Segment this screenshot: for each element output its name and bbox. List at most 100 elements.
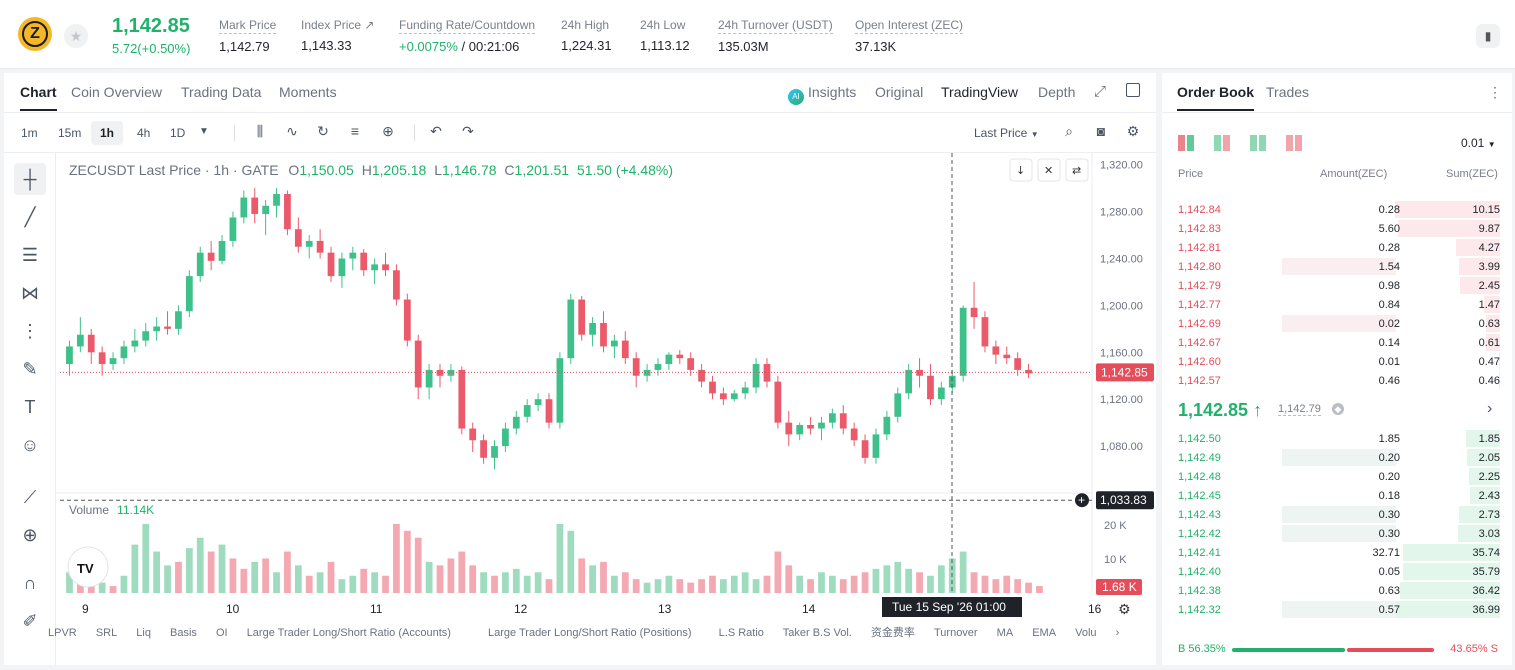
window-icon[interactable] bbox=[1126, 83, 1140, 97]
tab-trades[interactable]: Trades bbox=[1266, 84, 1310, 100]
ask-row[interactable]: 1,142.84 0.28 10.15 bbox=[1162, 200, 1512, 219]
ask-row[interactable]: 1,142.60 0.01 0.47 bbox=[1162, 352, 1512, 371]
candle-body bbox=[545, 399, 553, 423]
indicator-ma[interactable]: MA bbox=[996, 627, 1014, 639]
zoom-in-icon[interactable]: ⊕ bbox=[22, 524, 38, 545]
order-price: 1,142.77 bbox=[1178, 299, 1221, 311]
indicator-srl[interactable]: SRL bbox=[95, 627, 118, 639]
tab-order-book[interactable]: Order Book bbox=[1177, 84, 1255, 111]
indicator-liq[interactable]: Liq bbox=[136, 627, 151, 639]
tab-depth[interactable]: Depth bbox=[1038, 84, 1076, 100]
horizontal-lines-icon[interactable]: ☰ bbox=[21, 244, 39, 265]
ask-row[interactable]: 1,142.67 0.14 0.61 bbox=[1162, 333, 1512, 352]
timeframe-1h[interactable]: 1h bbox=[91, 121, 124, 145]
magnet-icon[interactable]: ∩ bbox=[23, 572, 37, 593]
stat-label[interactable]: 24h Turnover (USDT) bbox=[718, 18, 833, 34]
indicator-ls-ratio[interactable]: L.S Ratio bbox=[718, 627, 764, 639]
ruler-icon[interactable]: ⟋ bbox=[23, 486, 37, 507]
indicator-basis[interactable]: Basis bbox=[170, 627, 197, 639]
fib-icon[interactable]: ⋮ bbox=[21, 320, 39, 341]
view-both-icon[interactable] bbox=[1178, 135, 1194, 151]
replay-icon[interactable]: ↻ bbox=[317, 123, 329, 139]
crosshair-icon[interactable]: ┼ bbox=[14, 163, 46, 195]
view-asks-icon[interactable] bbox=[1286, 135, 1302, 151]
bid-row[interactable]: 1,142.41 32.71 35.74 bbox=[1162, 543, 1512, 562]
text-tool-icon[interactable]: T bbox=[24, 396, 36, 417]
timeframe-15m[interactable]: 15m bbox=[58, 126, 82, 140]
settings-list-icon[interactable]: ≡ bbox=[350, 123, 360, 139]
camera-icon[interactable]: ◙ bbox=[1096, 123, 1106, 139]
expand-icon[interactable]: ⤢ bbox=[1094, 83, 1107, 100]
timeframe-1m[interactable]: 1m bbox=[21, 126, 38, 140]
ask-row[interactable]: 1,142.81 0.28 4.27 bbox=[1162, 238, 1512, 257]
view-bids-icon[interactable] bbox=[1250, 135, 1266, 151]
book-icon[interactable]: ▮ bbox=[1476, 24, 1500, 48]
indicator-funding[interactable]: 资金费率 bbox=[870, 627, 915, 639]
stat-label[interactable]: Index Price ↗ bbox=[301, 18, 375, 32]
bid-row[interactable]: 1,142.32 0.57 36.99 bbox=[1162, 600, 1512, 619]
tab-chart[interactable]: Chart bbox=[20, 84, 57, 111]
bid-row[interactable]: 1,142.49 0.20 2.05 bbox=[1162, 448, 1512, 467]
tab-insights[interactable]: AI Insights bbox=[788, 84, 856, 105]
ask-row[interactable]: 1,142.69 0.02 0.63 bbox=[1162, 314, 1512, 333]
bid-row[interactable]: 1,142.50 1.85 1.85 bbox=[1162, 429, 1512, 448]
favorite-star-icon[interactable]: ★ bbox=[64, 24, 88, 48]
timeframe-4h[interactable]: 4h bbox=[137, 126, 151, 140]
stat-label[interactable]: Open Interest (ZEC) bbox=[855, 18, 964, 34]
chevron-right-icon[interactable]: › bbox=[1487, 400, 1493, 417]
pattern-icon[interactable]: ⋈ bbox=[21, 282, 39, 303]
bid-row[interactable]: 1,142.40 0.05 35.79 bbox=[1162, 562, 1512, 581]
indicator-ls-accounts[interactable]: Large Trader Long/Short Ratio (Accounts) bbox=[246, 627, 451, 639]
bid-row[interactable]: 1,142.48 0.20 2.25 bbox=[1162, 467, 1512, 486]
brush-icon[interactable]: ✎ bbox=[22, 358, 38, 379]
ask-row[interactable]: 1,142.83 5.60 9.87 bbox=[1162, 219, 1512, 238]
bid-row[interactable]: 1,142.43 0.30 2.73 bbox=[1162, 505, 1512, 524]
tab-original[interactable]: Original bbox=[875, 84, 924, 100]
candlestick-chart[interactable]: 1,320.00 1,280.00 1,240.00 1,200.00 1,160.00… bbox=[4, 73, 1156, 665]
more-menu-icon[interactable]: ⋮ bbox=[1488, 84, 1502, 100]
search-icon[interactable]: ⌕ bbox=[1065, 123, 1073, 139]
bid-row[interactable]: 1,142.42 0.30 3.03 bbox=[1162, 524, 1512, 543]
timeframe-dropdown-icon[interactable]: ▼ bbox=[199, 126, 209, 137]
order-price: 1,142.48 bbox=[1178, 471, 1221, 483]
indicator-oi[interactable]: OI bbox=[216, 627, 228, 639]
chevron-right-icon[interactable]: › bbox=[1115, 627, 1120, 639]
indicator-taker-vol[interactable]: Taker B.S Vol. bbox=[782, 627, 852, 639]
timeframe-1d[interactable]: 1D bbox=[170, 126, 186, 140]
volume-bar bbox=[578, 558, 586, 593]
tab-moments[interactable]: Moments bbox=[279, 84, 337, 100]
indicator-volume[interactable]: Volu bbox=[1075, 627, 1097, 639]
candle-type-icon[interactable]: ⫼ bbox=[256, 123, 264, 139]
order-sum: 2.73 bbox=[1478, 509, 1500, 521]
ask-row[interactable]: 1,142.77 0.84 1.47 bbox=[1162, 295, 1512, 314]
tab-tradingview[interactable]: TradingView bbox=[941, 84, 1019, 100]
price-type-dropdown[interactable]: Last Price ▼ bbox=[974, 126, 1039, 140]
indicator-lpvr[interactable]: LPVR bbox=[48, 627, 77, 639]
ask-row[interactable]: 1,142.80 1.54 3.99 bbox=[1162, 257, 1512, 276]
indicator-turnover[interactable]: Turnover bbox=[933, 627, 978, 639]
indicators-icon[interactable]: ∿ bbox=[286, 123, 298, 139]
undo-icon[interactable]: ↶ bbox=[430, 123, 442, 139]
gear-icon[interactable]: ⚙ bbox=[1126, 123, 1140, 139]
indicator-ls-positions[interactable]: Large Trader Long/Short Ratio (Positions… bbox=[487, 627, 692, 639]
redo-icon[interactable]: ↷ bbox=[462, 123, 474, 139]
view-both-alt-icon[interactable] bbox=[1214, 135, 1230, 151]
emoji-icon[interactable]: ☺ bbox=[20, 434, 40, 455]
ask-row[interactable]: 1,142.57 0.46 0.46 bbox=[1162, 371, 1512, 390]
add-indicator-icon[interactable]: ⊕ bbox=[382, 123, 394, 139]
ask-row[interactable]: 1,142.79 0.98 2.45 bbox=[1162, 276, 1512, 295]
y-tick-label: 1,240.00 bbox=[1100, 254, 1143, 266]
candle-body bbox=[207, 252, 215, 261]
x-tick-label: 14 bbox=[802, 602, 816, 616]
edit-icon[interactable]: ✐ bbox=[22, 610, 38, 631]
stat-label[interactable]: Mark Price bbox=[219, 18, 277, 34]
stat-label[interactable]: Funding Rate/Countdown bbox=[399, 18, 536, 34]
bid-row[interactable]: 1,142.38 0.63 36.42 bbox=[1162, 581, 1512, 600]
precision-dropdown[interactable]: 0.01 ▼ bbox=[1461, 136, 1496, 150]
tab-coin-overview[interactable]: Coin Overview bbox=[71, 84, 163, 100]
trend-line-icon[interactable]: ╱ bbox=[24, 206, 36, 227]
indicator-bar: LPVR SRL Liq Basis OI Large Trader Long/… bbox=[48, 624, 1135, 640]
indicator-ema[interactable]: EMA bbox=[1032, 627, 1057, 639]
bid-row[interactable]: 1,142.45 0.18 2.43 bbox=[1162, 486, 1512, 505]
tab-trading-data[interactable]: Trading Data bbox=[181, 84, 262, 100]
